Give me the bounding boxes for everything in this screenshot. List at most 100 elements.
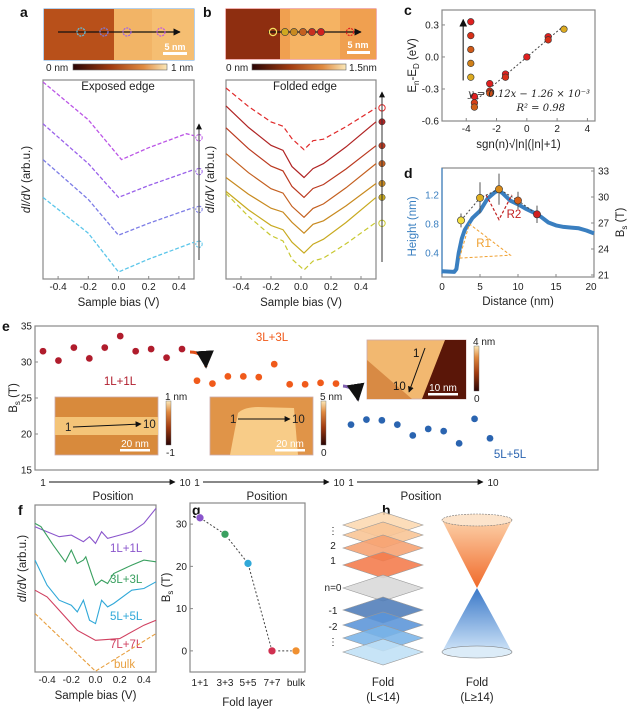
spectrum-line-b <box>225 127 377 199</box>
y-axis-label-a: dI/dV (arb.u.) <box>21 146 33 213</box>
bs-point-e <box>239 372 248 381</box>
y-axis-label-part: B <box>161 594 173 602</box>
position-markers-b <box>268 27 355 37</box>
bs-point-e <box>162 353 171 362</box>
inset-colorbar-max-e: 1 nm <box>165 392 187 403</box>
stm-image-b: 5 nm <box>225 8 377 60</box>
level-label-h: 1 <box>330 556 336 567</box>
bs-point-d <box>476 193 484 202</box>
bs-point-d <box>533 210 541 219</box>
trend-line-g <box>199 517 296 652</box>
bs-point-e <box>224 372 232 381</box>
level-label-h: ⋮ <box>328 526 338 537</box>
bs-point-g <box>195 513 205 523</box>
inset-colorbar-e <box>473 345 480 392</box>
x-tick-start-e: 1 <box>40 478 46 489</box>
bs-point-e <box>116 332 125 340</box>
y-tick-label-e: 15 <box>21 466 33 477</box>
x-tick-label-a: 0.0 <box>112 282 126 293</box>
x-tick-label-d: 15 <box>550 282 562 293</box>
y-axis-label-right-d: Bs (T) <box>615 208 629 238</box>
y-tick-label-e: 35 <box>21 322 33 333</box>
transition-arrow-2 <box>342 382 365 402</box>
y-axis-label-part: (T) <box>8 383 20 401</box>
title-a: Exposed edge <box>81 81 155 93</box>
y-axis-label-c: En-ED (eV) <box>407 38 421 92</box>
x-tick-label-f: -0.2 <box>63 675 81 686</box>
x-tick-label-c: 0 <box>524 124 530 135</box>
x-tick-label-b: -0.2 <box>262 282 280 293</box>
title-b: Folded edge <box>273 81 337 93</box>
bs-point-e <box>347 420 355 429</box>
height-profile-d <box>441 188 595 274</box>
bs-point-e <box>408 431 417 440</box>
x-axis-label-b: Sample bias (V) <box>260 297 342 309</box>
dirac-cone <box>441 513 513 659</box>
x-axis-label-d: Distance (nm) <box>482 296 554 308</box>
bs-point-e <box>316 379 325 387</box>
bs-point-e <box>208 379 217 388</box>
plot-frame-f <box>34 504 157 673</box>
scalebar-label-a: 5 nm <box>164 42 185 52</box>
panel-label-e: e <box>2 318 10 334</box>
x-tick-start-e: 1 <box>194 478 200 489</box>
stm-image-a: 5 nm <box>43 8 195 61</box>
spectrum-line-a <box>42 196 195 273</box>
inset-colorbar-min-e: 0 <box>474 394 480 405</box>
plot-frame-b <box>225 79 377 280</box>
group-label-e: 3L+3L <box>256 332 289 344</box>
x-tick-label-d: 0 <box>439 282 445 293</box>
series-label-f: 3L+3L <box>110 574 143 586</box>
y-axis-label-italic: dI/dV <box>21 185 33 213</box>
colorbar-max-a: 1 nm <box>171 63 193 74</box>
y-tick-label-c: -0.6 <box>422 117 440 128</box>
y-axis-label-part: D <box>412 63 421 69</box>
inset-colorbar-max-e: 5 nm <box>320 392 342 403</box>
data-point-c <box>470 103 479 111</box>
y-tick-label-left-d: 0.4 <box>425 249 439 260</box>
bs-point-e <box>486 434 494 443</box>
level-label-h: n=0 <box>325 583 342 594</box>
x-tick-label-b: -0.4 <box>232 282 250 293</box>
bs-point-e <box>193 376 201 385</box>
spectrum-line-f <box>34 613 157 672</box>
bs-point-e <box>332 379 340 388</box>
inset-arrow-e <box>408 347 426 393</box>
landau-level-layer <box>342 574 424 602</box>
y-axis-label-part: (T) <box>615 208 627 226</box>
group-label-e: 5L+5L <box>494 449 527 461</box>
y-tick-label-left-d: 0.8 <box>425 219 439 230</box>
spectrum-line-a <box>42 81 195 161</box>
y-axis-label-unit: (arb.u.) <box>17 535 29 575</box>
y-axis-label-italic: dI/dV <box>17 574 29 602</box>
x-tick-start-e: 1 <box>348 478 354 489</box>
x-tick-label-b: 0.0 <box>294 282 308 293</box>
spectrum-line-b <box>225 153 377 219</box>
inset-colorbar-min-e: -1 <box>166 448 175 459</box>
x-axis-label-e: Position <box>93 491 134 503</box>
panel-label-a: a <box>20 4 28 20</box>
data-point-c <box>560 25 568 33</box>
panel-label-g: g <box>192 502 201 518</box>
spectrum-line-b <box>225 190 377 254</box>
inset-scalebar-label-e: 20 nm <box>276 439 304 450</box>
y-tick-label-c: -0.3 <box>422 84 440 95</box>
r1-triangle <box>458 223 512 259</box>
x-tick-label-d: 20 <box>585 282 597 293</box>
panel-label-c: c <box>404 2 412 18</box>
y-axis-label-e: Bs (T) <box>8 383 22 413</box>
y-tick-label-right-d: 33 <box>598 167 610 178</box>
spectrum-line-f <box>34 559 157 625</box>
inset-end-label-e: 10 <box>393 381 406 393</box>
bs-point-e <box>254 373 263 381</box>
bs-point-e <box>85 354 94 363</box>
y-tick-label-c: 0.0 <box>425 52 439 63</box>
spectrum-line-b <box>225 105 377 179</box>
bs-point-e <box>470 415 479 423</box>
y-axis-label-part: s <box>620 226 629 230</box>
y-axis-label-part: (eV) <box>407 38 419 63</box>
panel-label-d: d <box>404 165 413 181</box>
panel-label-b: b <box>203 4 212 20</box>
plot-frame-g <box>189 502 306 673</box>
bs-point-g <box>267 646 277 656</box>
